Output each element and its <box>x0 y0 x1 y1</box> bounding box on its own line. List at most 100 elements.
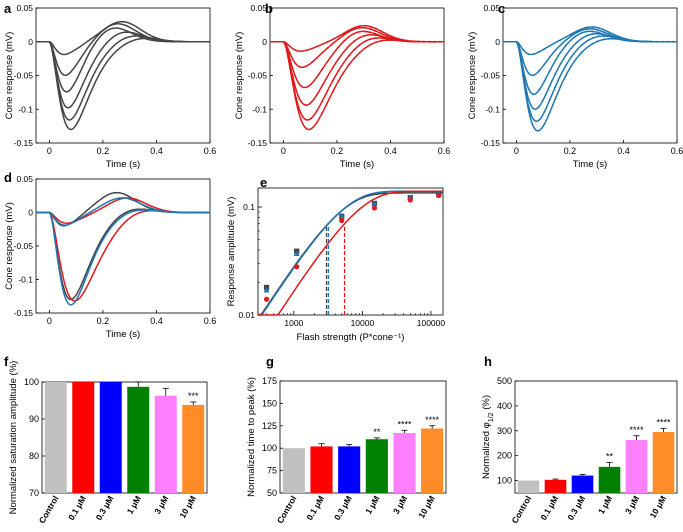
x-tick-label: 0.2 <box>97 316 110 326</box>
trace-point <box>332 66 334 69</box>
y-tick-label: -0.1 <box>252 104 267 114</box>
trace-point <box>358 43 361 46</box>
trace-r6 <box>270 39 444 131</box>
panel-d: 0 0.2 0.4 0.6 0.05 0 -0.05 -0.1 -0.15 Time (s) Con… <box>4 174 216 340</box>
trace-point <box>645 40 648 43</box>
x-tick-label: 0.6 <box>204 146 217 156</box>
trace-point <box>358 25 361 28</box>
trace-point <box>332 79 334 82</box>
y-tick-label: -0.15 <box>14 138 34 148</box>
x-tick-label: 0 <box>514 146 519 156</box>
trace-point <box>428 40 431 43</box>
trace-point <box>289 52 291 55</box>
trace-point <box>337 80 340 83</box>
trace-point <box>586 34 589 37</box>
trace-point <box>607 31 610 33</box>
trace-point <box>516 43 519 45</box>
x-tick-label: 0.4 <box>384 146 397 156</box>
trace-point <box>305 127 308 130</box>
trace-point <box>348 30 350 33</box>
trace-point <box>565 54 567 57</box>
trace-point <box>639 40 642 43</box>
category-label: 10 μM <box>416 494 437 520</box>
trace-point <box>591 33 594 35</box>
trace-point <box>294 62 297 65</box>
trace-point <box>337 35 340 38</box>
trace-point <box>299 118 302 120</box>
trace-point <box>412 40 415 43</box>
trace-point <box>559 85 562 88</box>
bar-5 <box>652 432 675 493</box>
trace-point <box>364 30 366 33</box>
trace-point <box>607 37 610 40</box>
trace-point <box>591 37 594 39</box>
trace-point <box>570 35 573 37</box>
trace-point <box>602 35 605 37</box>
point-blue <box>371 200 378 207</box>
trace-point <box>597 32 599 35</box>
trace-point <box>299 112 302 114</box>
x-axis-label: Time (s) <box>573 159 607 170</box>
trace-point <box>299 84 302 87</box>
category-label: 10 μM <box>177 494 198 520</box>
significance-label: **** <box>656 417 671 427</box>
category-label: 3 μM <box>391 494 409 516</box>
trace-point <box>310 61 313 64</box>
trace-point <box>522 48 524 51</box>
trace-point <box>369 43 372 46</box>
panel-label-a: a <box>4 1 12 16</box>
y-tick-label: 0.05 <box>250 3 267 13</box>
trace-point <box>364 26 366 29</box>
trace-point <box>332 90 334 93</box>
trace-point <box>538 70 541 72</box>
y-tick-label: 0 <box>28 208 33 218</box>
bar-5 <box>182 404 205 493</box>
panel-label-e: e <box>260 175 267 190</box>
trace-point <box>538 129 541 132</box>
trace-point <box>581 29 583 32</box>
trace-point <box>559 44 562 46</box>
trace-point <box>380 39 382 42</box>
trace-point <box>353 48 356 51</box>
point-blue <box>293 250 300 257</box>
y-tick-label: -0.05 <box>248 71 268 81</box>
trace-point <box>380 30 382 33</box>
y-tick-label: 100 <box>24 377 39 387</box>
y-tick-label: 125 <box>262 421 277 431</box>
y-axis-label: Cone response (mV) <box>467 32 478 120</box>
trace-point <box>310 82 313 85</box>
trace-point <box>559 51 562 54</box>
trace-r2 <box>36 23 210 77</box>
trace-point <box>532 118 535 121</box>
fit-red-fit <box>258 190 443 316</box>
trace-point <box>532 74 535 77</box>
panel-c: 0 0.2 0.4 0.6 0.05 0 -0.05 -0.1 -0.15 Time (s) Con… <box>467 3 683 170</box>
trace-point <box>565 74 567 77</box>
bar-1 <box>544 479 567 493</box>
trace-point <box>289 45 291 48</box>
y-tick-label: -0.05 <box>481 71 501 81</box>
x-tick-label: 0.6 <box>671 146 683 156</box>
trace-point <box>618 35 621 38</box>
trace-point <box>374 27 377 30</box>
trace-point <box>522 59 524 62</box>
category-label: 1 μM <box>125 494 143 516</box>
fit-blue-fit <box>258 190 443 316</box>
trace-r2 <box>503 28 677 77</box>
trace-point <box>337 38 340 41</box>
point-red <box>436 192 442 199</box>
category-label: 0.3 μM <box>565 494 587 522</box>
trace-point <box>439 40 441 43</box>
trace-r5 <box>503 35 677 123</box>
trace-point <box>548 44 551 47</box>
bar-2 <box>571 475 594 493</box>
trace-point <box>591 42 594 45</box>
trace-point <box>326 75 329 78</box>
trace-point <box>586 28 589 30</box>
y-axis-label: Cone response (mV) <box>234 32 245 120</box>
plot-frame <box>257 187 444 316</box>
trace-point <box>548 56 551 58</box>
trace-point <box>543 80 546 82</box>
trace-point <box>586 39 589 42</box>
trace-point <box>374 37 377 40</box>
